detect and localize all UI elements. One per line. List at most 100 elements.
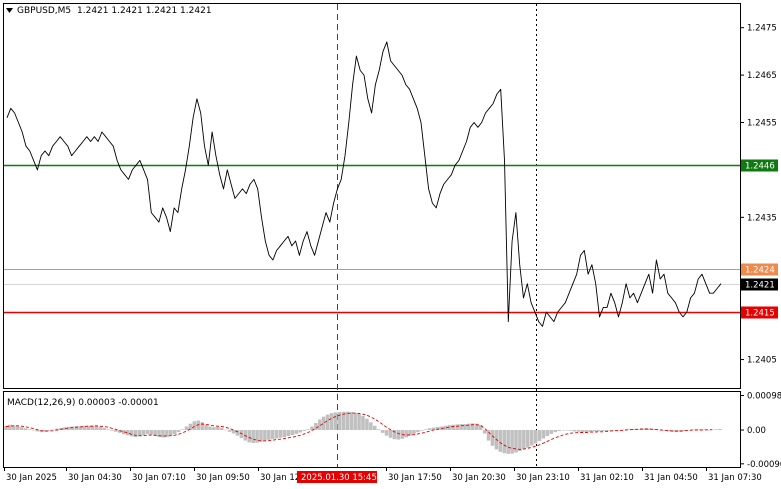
macd-histogram-bar [106, 429, 110, 431]
macd-histogram-bar [431, 427, 436, 431]
macd-histogram-bar [200, 422, 204, 431]
macd-histogram-bar [447, 425, 452, 431]
macd-histogram-bar [380, 430, 385, 433]
macd-histogram-bar [396, 430, 401, 440]
macd-histogram-bar [290, 430, 295, 435]
macd-histogram-bar [78, 426, 83, 431]
macd-histogram-bar [349, 412, 353, 431]
macd-histogram-bar [420, 430, 424, 431]
macd-histogram-bar [161, 430, 165, 438]
triangle-down-icon[interactable] [6, 8, 13, 13]
macd-histogram-bar [424, 429, 428, 431]
macd-histogram-bar [545, 430, 550, 437]
macd-histogram-bar [365, 418, 369, 431]
macd-histogram-bar [188, 423, 193, 431]
macd-histogram-bar [416, 430, 420, 433]
level-tag-orange [741, 263, 778, 276]
macd-histogram-bar [114, 430, 118, 432]
macd-histogram-bar [408, 430, 412, 436]
macd-histogram-bar [569, 430, 573, 431]
macd-histogram-bar [518, 430, 522, 452]
price-panel-frame [3, 3, 741, 389]
chart-ohlc: 1.2421 1.2421 1.2421 1.2421 [77, 6, 212, 16]
macd-histogram-bar [373, 425, 377, 431]
macd-histogram-bar [153, 430, 157, 437]
macd-histogram-bar [584, 430, 589, 433]
macd-histogram-bar [110, 430, 114, 431]
time-tick-label: 30 Jan 23:10 [516, 473, 570, 483]
macd-histogram-bar [510, 430, 514, 454]
macd-histogram-bar [133, 430, 138, 438]
macd-histogram-bar [455, 424, 459, 431]
macd-histogram-bar [341, 411, 346, 431]
macd-histogram-bar [121, 430, 126, 435]
macd-histogram-bar [427, 428, 432, 431]
macd-histogram-bar [361, 415, 365, 431]
macd-histogram-bar [573, 430, 577, 432]
macd-histogram-bar [310, 426, 314, 431]
macd-histogram-bar [4, 425, 8, 431]
macd-histogram-bar [51, 429, 55, 431]
macd-histogram-bar [118, 430, 122, 433]
macd-histogram-bar [239, 430, 244, 439]
macd-histogram-bar [90, 425, 95, 431]
macd-histogram-bar [329, 413, 334, 431]
time-tick-label: 30 Jan 04:30 [68, 473, 122, 483]
level-tag-label-green: 1.2446 [745, 162, 775, 172]
macd-histogram-bar [67, 426, 71, 431]
macd-histogram-bar [145, 430, 149, 435]
level-tag-green [741, 159, 778, 172]
macd-histogram-bar [580, 430, 585, 433]
macd-histogram-bar [137, 430, 142, 437]
macd-histogram-bar [588, 430, 593, 432]
macd-histogram-bar [70, 426, 75, 431]
macd-histogram-bar [98, 426, 102, 431]
price-level-tags: 1.2446 1.2424 1.2421 1.2415 [741, 159, 778, 319]
macd-histogram-bar [686, 430, 691, 431]
macd-histogram-bar [74, 426, 79, 431]
macd-histogram-bar [298, 430, 302, 433]
macd-histogram-bar [561, 430, 565, 431]
macd-histogram-bar [443, 425, 448, 431]
macd-histogram-bar [435, 426, 440, 431]
level-tag-current [741, 278, 778, 291]
macd-histogram-bar [565, 430, 569, 431]
macd-histogram-bar [471, 423, 475, 431]
macd-histogram-bar [169, 430, 173, 436]
time-axis: 30 Jan 2025 30 Jan 04:30 30 Jan 07:10 30 Ja… [4, 467, 762, 483]
macd-histogram-bar [180, 429, 185, 431]
macd-histogram-bar [35, 430, 40, 432]
macd-histogram-bar [620, 429, 624, 431]
macd-histogram-bar [549, 430, 554, 434]
macd-histogram-bar [251, 430, 255, 444]
macd-histogram-bar [533, 430, 538, 444]
macd-histogram-bar [702, 429, 707, 431]
macd-histogram-bar [192, 421, 197, 431]
macd-histogram-bar [94, 425, 98, 431]
macd-histogram-bar [27, 429, 32, 431]
macd-histogram-bar [55, 428, 59, 431]
macd-histogram-bar [353, 412, 357, 431]
macd-histogram-bar [459, 424, 463, 431]
macd-histogram-bar [176, 430, 181, 433]
macd-histogram-bar [141, 430, 146, 436]
macd-histogram-bar [612, 430, 616, 431]
macd-histogram-bar [227, 430, 232, 432]
macd-histogram-bar [271, 430, 275, 440]
macd-histogram-bar [86, 425, 91, 431]
macd-histogram-bar [631, 428, 636, 431]
macd-histogram-bar [600, 430, 605, 432]
macd-histogram-bar [125, 430, 130, 436]
macd-histogram-bar [274, 430, 279, 439]
macd-tick-label: -0.00096 [747, 460, 781, 470]
macd-histogram-bar [376, 429, 381, 431]
macd-histogram-bar [302, 430, 306, 432]
macd-histogram-bar [325, 414, 330, 431]
macd-histogram-bar [149, 430, 153, 435]
macd-histogram-bar [608, 430, 612, 431]
macd-histogram-bar [486, 430, 491, 441]
macd-histogram-bar [553, 430, 557, 433]
macd-histogram-bar [502, 430, 506, 454]
macd-histogram-bar [294, 430, 299, 434]
